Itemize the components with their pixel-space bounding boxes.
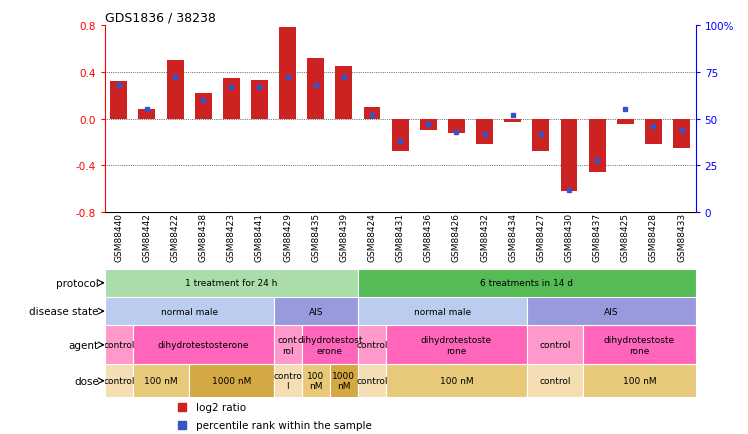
Text: GSM88430: GSM88430 [565, 213, 574, 262]
Text: 1000
nM: 1000 nM [332, 371, 355, 391]
Bar [189, 365, 274, 397]
Bar [194, 94, 212, 119]
Text: GSM88423: GSM88423 [227, 213, 236, 262]
Bar [358, 269, 696, 297]
Text: dihydrotestoste
rone: dihydrotestoste rone [421, 335, 492, 355]
Bar [527, 326, 583, 365]
Text: protocol: protocol [56, 278, 99, 288]
Text: GSM88433: GSM88433 [677, 213, 686, 262]
Bar [527, 365, 583, 397]
Text: agent: agent [69, 340, 99, 350]
Bar [533, 119, 549, 152]
Text: GSM88424: GSM88424 [367, 213, 376, 261]
Text: GSM88432: GSM88432 [480, 213, 489, 262]
Text: dose: dose [74, 376, 99, 386]
Bar [527, 297, 696, 326]
Bar [301, 365, 330, 397]
Bar [133, 326, 274, 365]
Bar [105, 365, 133, 397]
Bar [392, 119, 408, 152]
Bar [645, 119, 662, 145]
Bar [560, 119, 577, 192]
Bar [223, 79, 240, 119]
Text: control: control [539, 376, 571, 385]
Bar [274, 365, 301, 397]
Bar [301, 326, 358, 365]
Text: AIS: AIS [308, 307, 323, 316]
Bar [274, 326, 301, 365]
Bar [105, 297, 274, 326]
Text: dihydrotestosterone: dihydrotestosterone [158, 341, 249, 349]
Text: normal male: normal male [414, 307, 471, 316]
Text: GSM88437: GSM88437 [592, 213, 601, 262]
Bar [386, 365, 527, 397]
Bar [358, 297, 527, 326]
Text: percentile rank within the sample: percentile rank within the sample [196, 420, 373, 430]
Text: 6 treatments in 14 d: 6 treatments in 14 d [480, 279, 573, 288]
Text: dihydrotestost
erone: dihydrotestost erone [297, 335, 363, 355]
Bar [251, 81, 268, 119]
Bar [358, 326, 386, 365]
Text: GSM88431: GSM88431 [396, 213, 405, 262]
Text: normal male: normal male [161, 307, 218, 316]
Text: GSM88435: GSM88435 [311, 213, 320, 262]
Bar [504, 119, 521, 123]
Text: control: control [356, 376, 387, 385]
Text: disease state: disease state [29, 306, 99, 316]
Bar [105, 326, 133, 365]
Text: contro
l: contro l [273, 371, 302, 391]
Text: GSM88440: GSM88440 [114, 213, 123, 262]
Text: 100 nM: 100 nM [440, 376, 473, 385]
Text: AIS: AIS [604, 307, 619, 316]
Bar [583, 326, 696, 365]
Text: 100 nM: 100 nM [144, 376, 178, 385]
Text: GDS1836 / 38238: GDS1836 / 38238 [105, 12, 215, 25]
Text: GSM88441: GSM88441 [255, 213, 264, 262]
Bar [448, 119, 465, 133]
Text: 100 nM: 100 nM [622, 376, 656, 385]
Text: control: control [103, 376, 135, 385]
Bar [279, 28, 296, 119]
Text: 100
nM: 100 nM [307, 371, 325, 391]
Text: GSM88436: GSM88436 [424, 213, 433, 262]
Bar [617, 119, 634, 125]
Text: GSM88427: GSM88427 [536, 213, 545, 262]
Text: control: control [356, 341, 387, 349]
Bar [274, 297, 358, 326]
Bar [583, 365, 696, 397]
Text: 1 treatment for 24 h: 1 treatment for 24 h [186, 279, 278, 288]
Text: control: control [103, 341, 135, 349]
Text: GSM88426: GSM88426 [452, 213, 461, 262]
Bar [133, 365, 189, 397]
Bar [589, 119, 606, 173]
Bar [386, 326, 527, 365]
Text: GSM88429: GSM88429 [283, 213, 292, 262]
Bar [335, 67, 352, 119]
Bar [307, 59, 324, 119]
Text: GSM88439: GSM88439 [340, 213, 349, 262]
Text: dihydrotestoste
rone: dihydrotestoste rone [604, 335, 675, 355]
Text: GSM88434: GSM88434 [508, 213, 517, 262]
Text: control: control [539, 341, 571, 349]
Bar [358, 365, 386, 397]
Bar [105, 269, 358, 297]
Bar [420, 119, 437, 131]
Text: GSM88438: GSM88438 [199, 213, 208, 262]
Text: log2 ratio: log2 ratio [196, 402, 246, 412]
Bar [330, 365, 358, 397]
Bar [476, 119, 493, 145]
Text: GSM88422: GSM88422 [171, 213, 180, 261]
Bar [111, 82, 127, 119]
Bar [167, 61, 183, 119]
Bar [673, 119, 690, 148]
Text: GSM88425: GSM88425 [621, 213, 630, 262]
Bar [364, 108, 381, 119]
Text: 1000 nM: 1000 nM [212, 376, 251, 385]
Bar [138, 110, 156, 119]
Text: GSM88428: GSM88428 [649, 213, 658, 262]
Text: cont
rol: cont rol [278, 335, 298, 355]
Text: GSM88442: GSM88442 [142, 213, 151, 261]
